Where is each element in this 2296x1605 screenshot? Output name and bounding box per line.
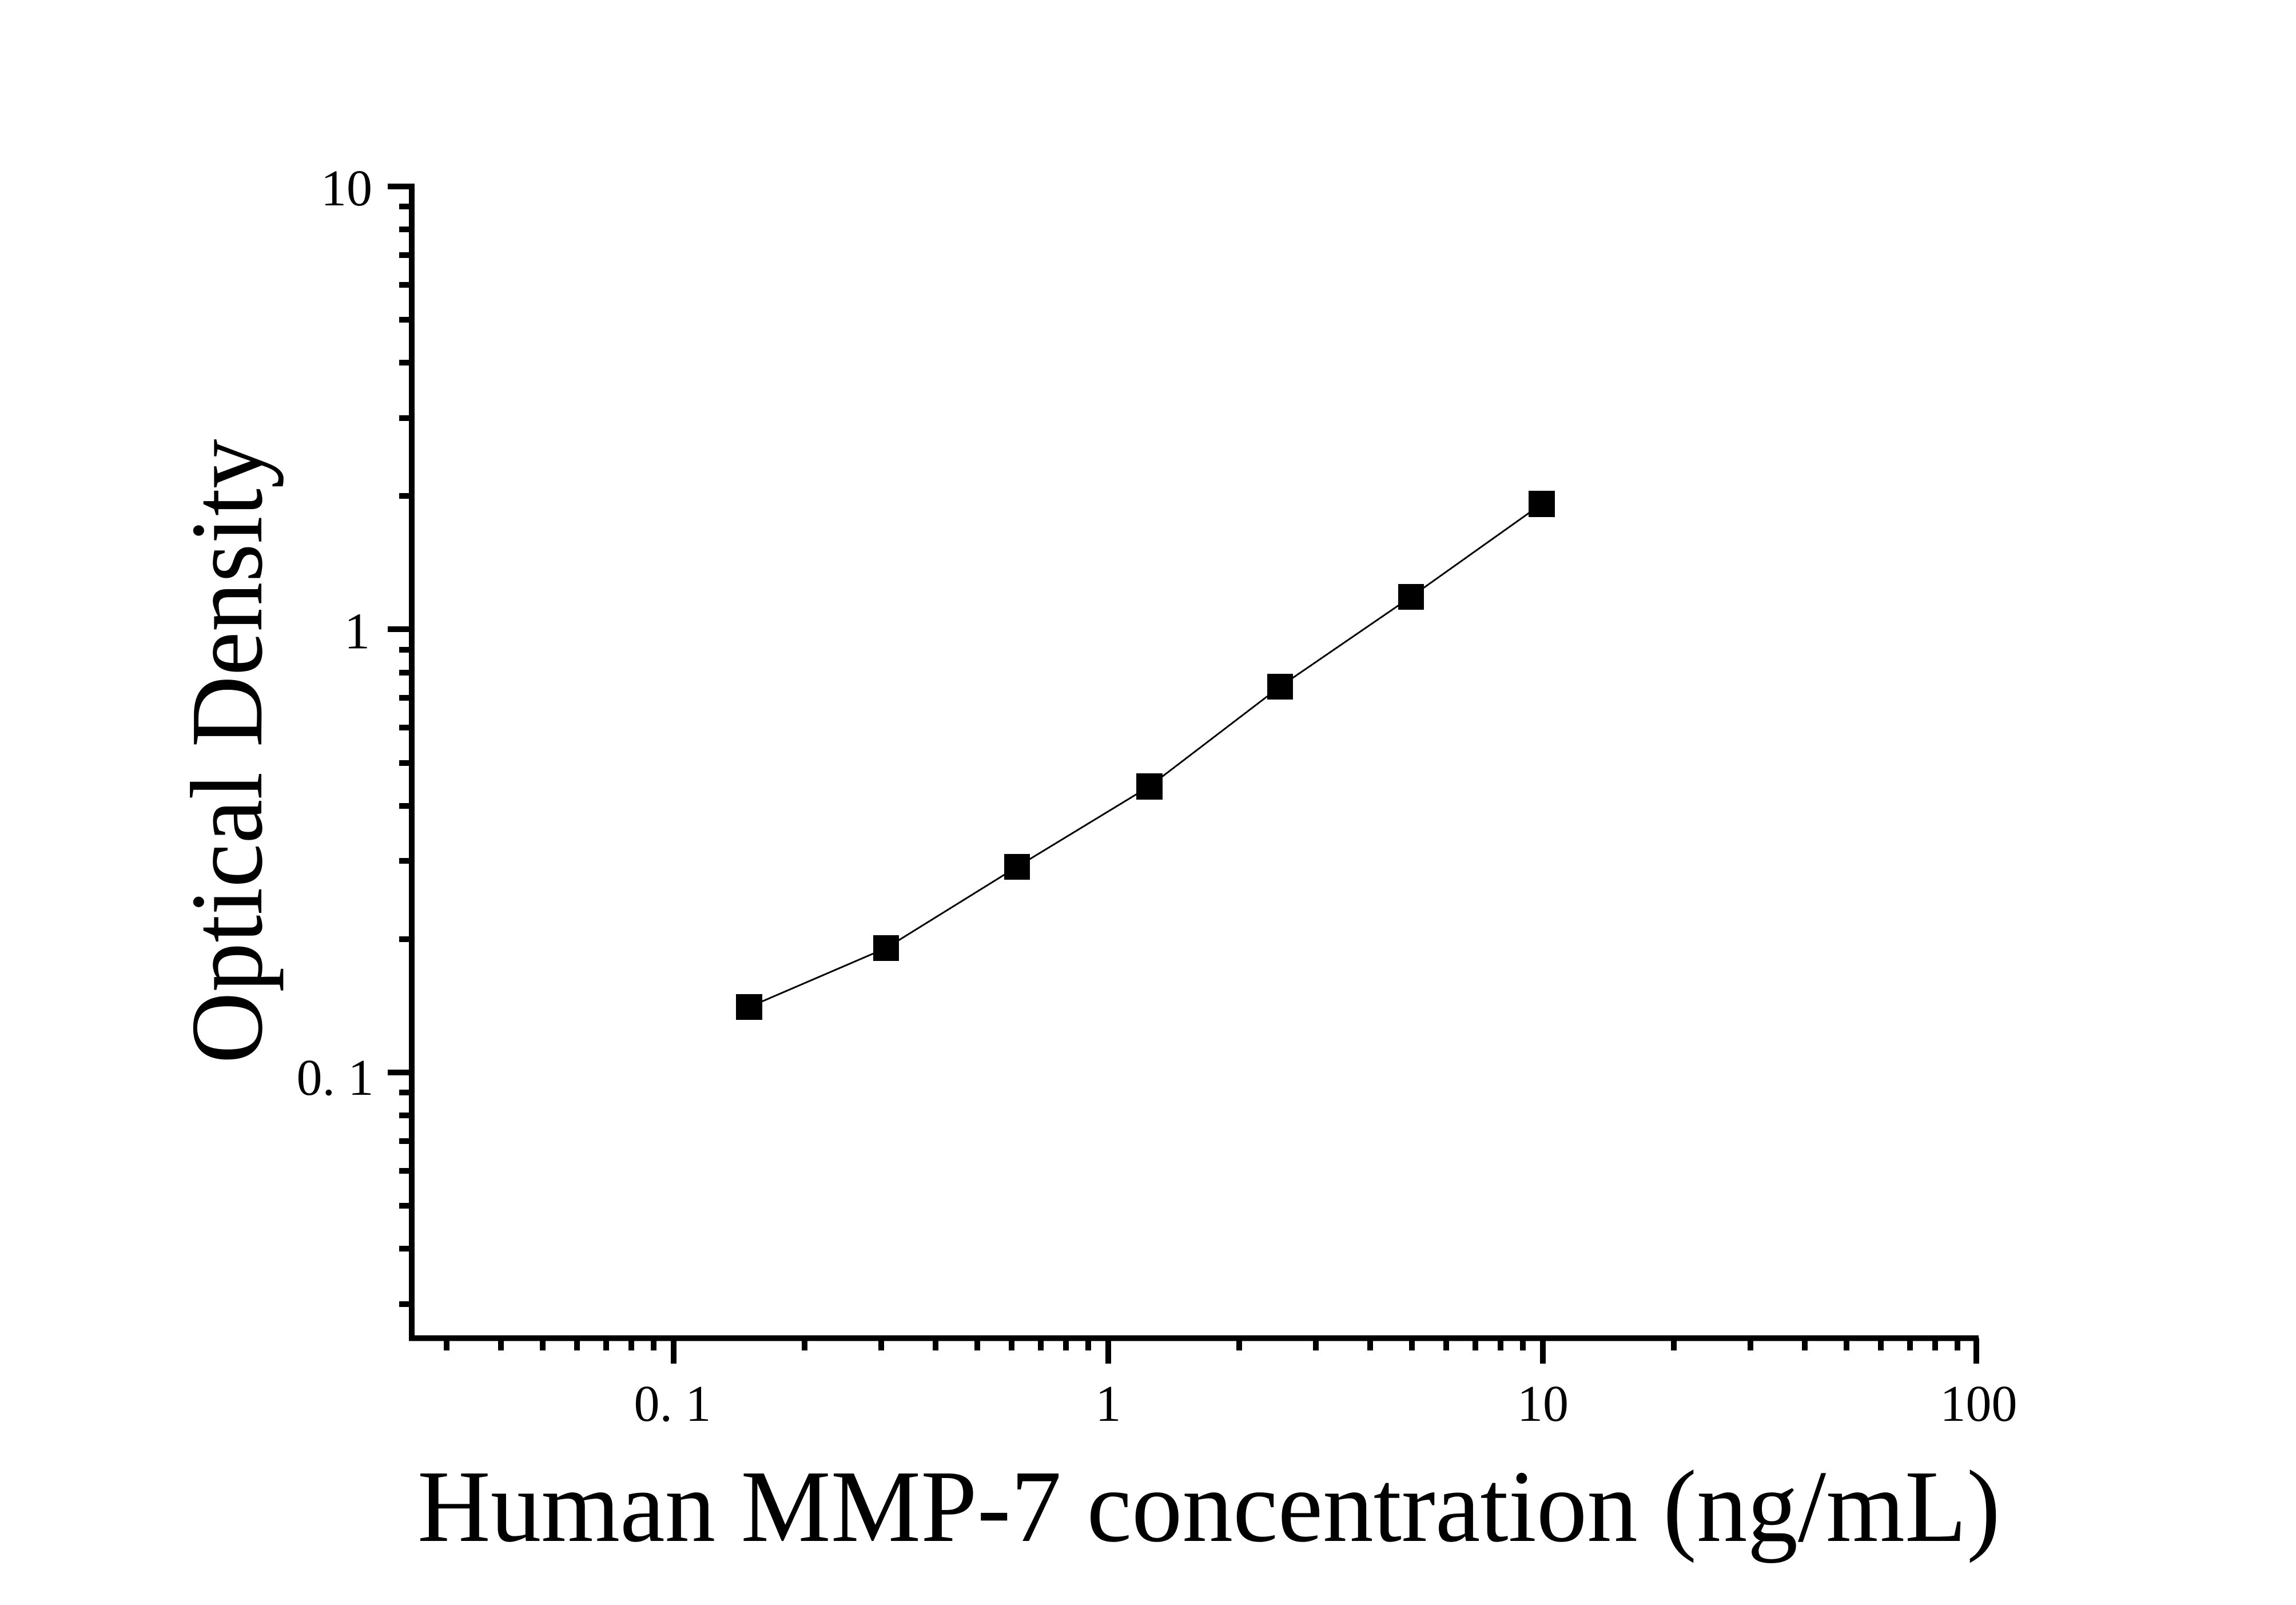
svg-text:1: 1 [1096,1376,1121,1432]
svg-text:Optical Density: Optical Density [170,439,284,1064]
svg-text:1: 1 [344,603,370,660]
svg-text:Human MMP-7 concentration (ng/: Human MMP-7 concentration (ng/mL) [417,1449,2000,1563]
svg-text:0. 1: 0. 1 [297,1050,374,1106]
svg-text:0. 1: 0. 1 [634,1376,711,1432]
svg-text:10: 10 [1517,1376,1569,1432]
svg-text:100: 100 [1940,1376,2018,1432]
svg-text:10: 10 [321,160,372,217]
